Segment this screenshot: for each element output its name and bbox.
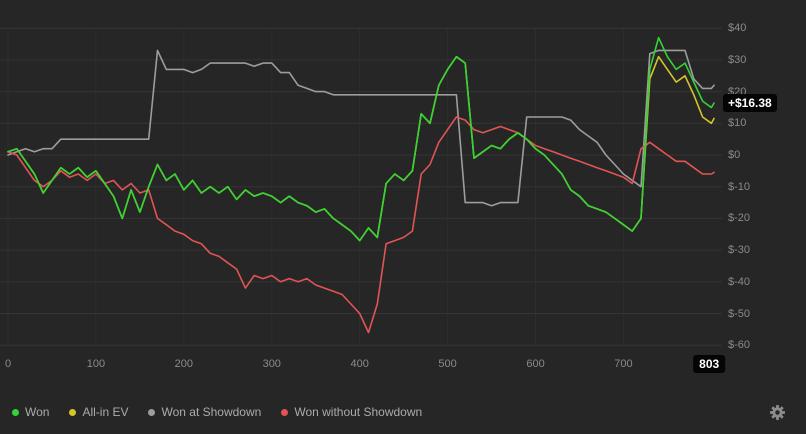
legend-label: Won without Showdown: [294, 405, 423, 419]
x-tick-label: 100: [86, 358, 106, 370]
y-tick-label: $40: [728, 22, 747, 35]
legend-item-won[interactable]: Won: [12, 405, 49, 419]
hands-count-badge: 803: [693, 355, 726, 373]
series-line-won-at-showdown: [7, 49, 715, 207]
series-line-won-without-showdown: [7, 116, 715, 334]
y-tick-label: $30: [728, 53, 747, 66]
legend-dot-won-without-showdown: [281, 408, 289, 416]
y-tick-label: $-40: [728, 275, 751, 288]
x-tick-label: 200: [174, 358, 194, 370]
legend-item-won-at-showdown[interactable]: Won at Showdown: [148, 405, 261, 419]
legend-item-won-without-showdown[interactable]: Won without Showdown: [281, 405, 422, 419]
legend-label: All-in EV: [82, 405, 129, 419]
legend: Won All-in EV Won at Showdown Won without S…: [12, 405, 422, 419]
gear-icon: [769, 404, 785, 420]
y-tick-label: $-60: [728, 339, 751, 352]
legend-item-all-in-ev[interactable]: All-in EV: [69, 405, 128, 419]
legend-label: Won at Showdown: [161, 405, 262, 419]
x-tick-label: 700: [614, 358, 633, 370]
x-tick-label: 500: [438, 358, 457, 370]
chart-footer: Won All-in EV Won at Showdown Won without S…: [0, 390, 806, 434]
series-line-won: [7, 36, 715, 242]
legend-dot-won-at-showdown: [148, 408, 156, 416]
settings-button[interactable]: [766, 401, 788, 423]
x-tick-label: 400: [350, 358, 369, 370]
y-tick-label: $-50: [728, 307, 751, 320]
y-tick-label: $-30: [728, 244, 751, 257]
y-tick-label: $-20: [728, 212, 751, 225]
y-tick-label: $0: [728, 149, 741, 161]
legend-dot-won: [12, 408, 19, 416]
x-tick-label: 0: [4, 358, 12, 370]
legend-label: Won: [25, 405, 50, 419]
y-tick-label: $-10: [728, 180, 751, 193]
x-tick-label: 300: [262, 358, 281, 370]
chart-plot-area[interactable]: [0, 0, 806, 385]
y-tick-label: $10: [728, 117, 747, 130]
current-value-badge: +$16.38: [723, 94, 777, 113]
legend-dot-all-in-ev: [69, 408, 77, 416]
x-tick-label: 600: [526, 358, 545, 370]
